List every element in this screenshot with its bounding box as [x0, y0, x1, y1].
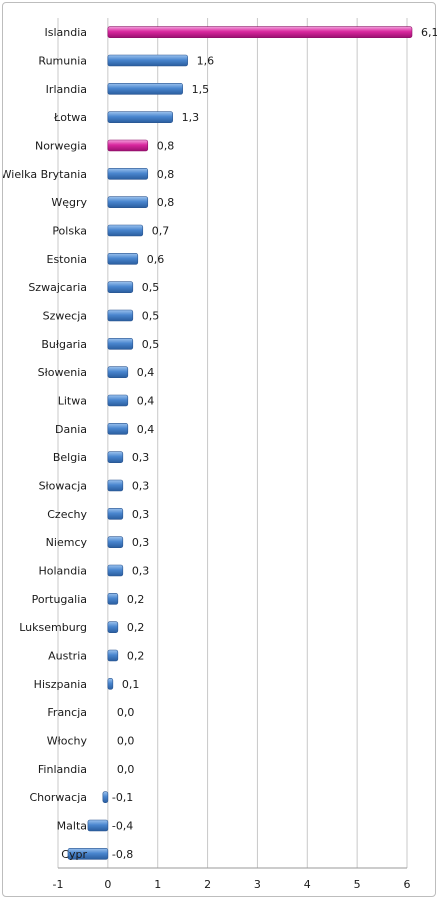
- category-label: Finlandia: [38, 763, 87, 776]
- category-label: Polska: [52, 225, 87, 238]
- x-tick-label: 1: [154, 878, 161, 891]
- x-tick-label: 6: [404, 878, 411, 891]
- x-tick-label: -1: [53, 878, 64, 891]
- value-label: 0,3: [132, 451, 150, 464]
- bar: [107, 423, 129, 435]
- value-label: 0,0: [117, 706, 135, 719]
- bar: [107, 593, 119, 605]
- bar: [107, 366, 129, 378]
- category-label: Luksemburg: [19, 621, 87, 634]
- bar: [107, 309, 134, 322]
- category-label: Słowacja: [39, 480, 87, 493]
- value-label: 0,8: [157, 196, 175, 209]
- value-label: 0,6: [147, 253, 165, 266]
- value-label: -0,8: [112, 848, 133, 861]
- bar: [107, 338, 134, 350]
- bar: [107, 536, 124, 548]
- value-label: 0,2: [127, 621, 145, 634]
- value-label: 1,5: [192, 83, 210, 96]
- value-label: -0,4: [112, 820, 133, 833]
- category-label: Bułgaria: [41, 338, 87, 351]
- bar: [107, 83, 183, 95]
- x-tick-label: 2: [204, 878, 211, 891]
- category-label: Litwa: [58, 395, 87, 408]
- category-label: Holandia: [38, 565, 87, 578]
- value-label: 0,7: [152, 225, 170, 238]
- x-tick-label: 4: [304, 878, 311, 891]
- bar: [107, 451, 124, 463]
- value-label: 0,3: [132, 565, 150, 578]
- bar: [107, 168, 149, 180]
- bar: [67, 848, 109, 860]
- category-label: Dania: [55, 423, 87, 436]
- category-label: Szwajcaria: [28, 281, 87, 294]
- value-label: 0,0: [117, 735, 135, 748]
- category-label: Portugalia: [32, 593, 87, 606]
- category-label: Malta: [57, 820, 87, 833]
- bar: [107, 649, 119, 662]
- category-label: Rumunia: [38, 55, 87, 68]
- category-label: Słowenia: [38, 366, 87, 379]
- category-label: Niemcy: [46, 536, 88, 549]
- bar: [107, 111, 173, 123]
- category-label: Cypr: [61, 848, 87, 861]
- bar: [107, 281, 134, 293]
- bar: [107, 678, 114, 690]
- category-label: Wielka Brytania: [3, 168, 87, 181]
- category-label: Hiszpania: [34, 678, 87, 691]
- value-label: 6,1: [421, 26, 437, 39]
- x-tick-label: 3: [254, 878, 261, 891]
- value-label: 0,4: [137, 366, 155, 379]
- category-label: Chorwacja: [30, 791, 88, 804]
- bar: [107, 394, 129, 407]
- bar: [107, 621, 119, 633]
- category-label: Węgry: [51, 196, 87, 209]
- value-label: 0,5: [142, 281, 160, 294]
- category-label: Francja: [47, 706, 87, 719]
- value-label: 0,3: [132, 480, 150, 493]
- bar: [107, 224, 144, 237]
- x-tick-label: 5: [354, 878, 361, 891]
- bar: [107, 564, 124, 577]
- bar: [107, 479, 124, 492]
- category-label: Czechy: [47, 508, 87, 521]
- category-label: Estonia: [47, 253, 88, 266]
- value-label: 0,2: [127, 650, 145, 663]
- category-label: Norwegia: [35, 140, 87, 153]
- category-label: Szwecja: [43, 310, 87, 323]
- x-tick-label: 0: [104, 878, 111, 891]
- category-label: Łotwa: [53, 111, 87, 124]
- value-label: 0,8: [157, 140, 175, 153]
- bar: [107, 508, 124, 520]
- category-label: Austria: [48, 650, 87, 663]
- value-label: 0,5: [142, 338, 160, 351]
- bar: [107, 253, 139, 265]
- bar: [107, 196, 149, 208]
- value-label: 0,3: [132, 508, 150, 521]
- value-label: 1,3: [182, 111, 200, 124]
- bar: [107, 54, 188, 67]
- value-label: 0,2: [127, 593, 145, 606]
- value-label: 1,6: [197, 55, 215, 68]
- category-label: Islandia: [44, 26, 87, 39]
- bar: [107, 139, 149, 152]
- value-label: 0,8: [157, 168, 175, 181]
- value-label: 0,3: [132, 536, 150, 549]
- value-label: 0,5: [142, 310, 160, 323]
- category-label: Włochy: [47, 735, 88, 748]
- value-label: 0,4: [137, 395, 155, 408]
- bar-chart: Islandia 6,1 Rumunia 1,6 Irlandia 1,5 Łotwa 1,3…: [3, 18, 437, 891]
- value-label: 0,0: [117, 763, 135, 776]
- value-label: -0,1: [112, 791, 133, 804]
- bar: [107, 26, 413, 38]
- value-label: 0,1: [122, 678, 140, 691]
- bar: [102, 791, 109, 803]
- category-label: Belgia: [53, 451, 87, 464]
- category-label: Irlandia: [46, 83, 87, 96]
- value-label: 0,4: [137, 423, 155, 436]
- bar: [87, 819, 109, 832]
